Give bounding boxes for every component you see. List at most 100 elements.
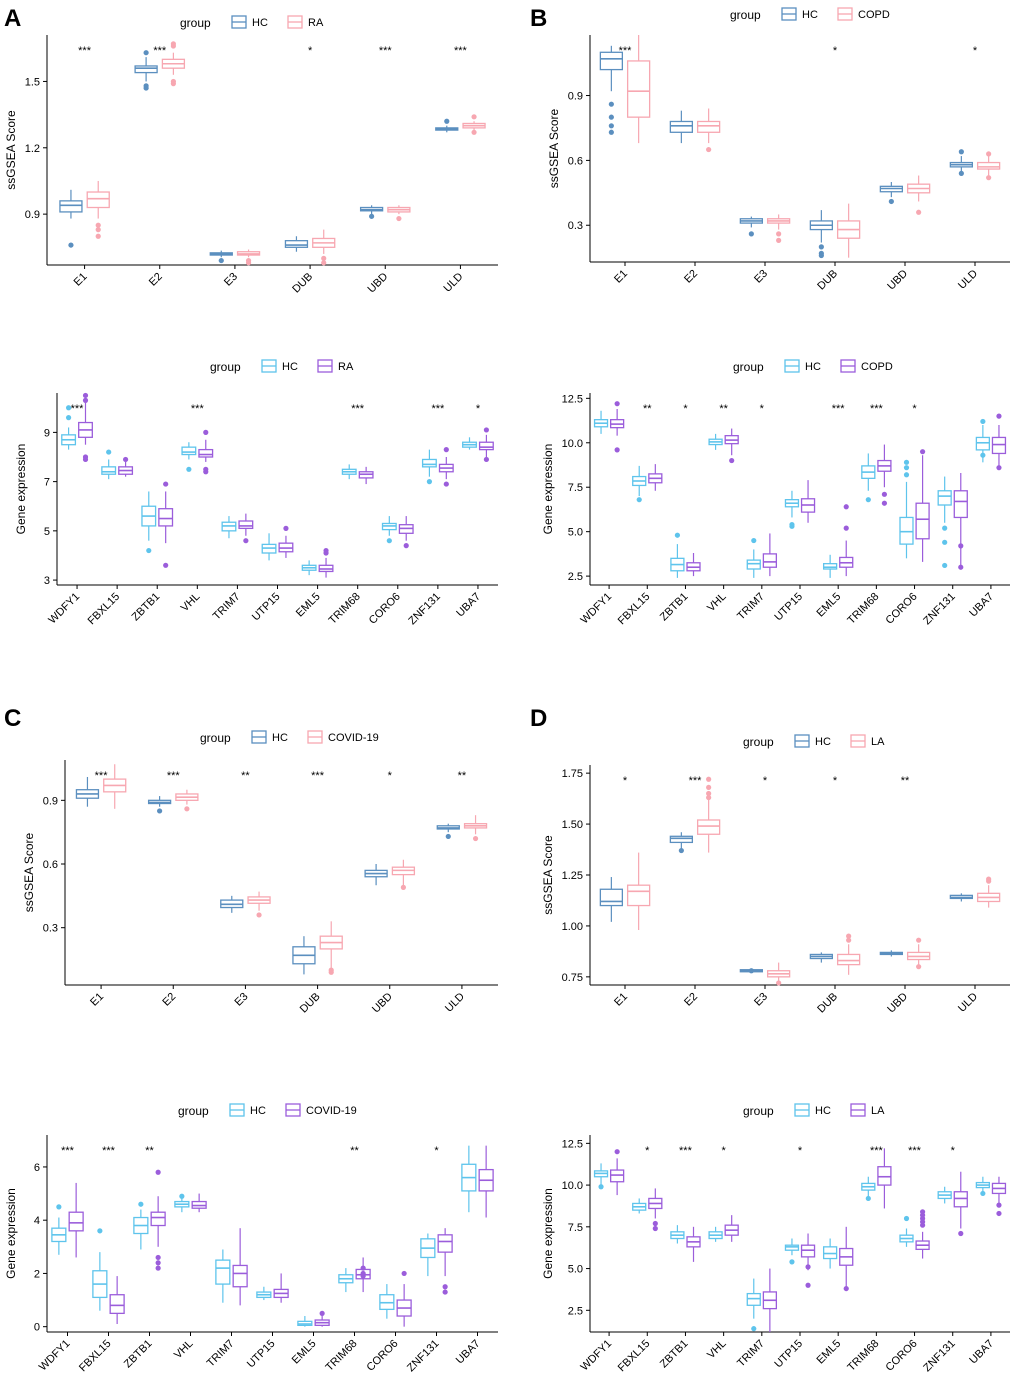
outlier-point xyxy=(56,1204,62,1210)
box-la-eml5 xyxy=(839,1226,854,1292)
legend: group HC LA xyxy=(743,1103,885,1118)
y-axis-label: ssGSEA Score xyxy=(4,110,18,190)
box-covid-19-wdfy1 xyxy=(68,1182,84,1258)
y-tick-label: 1.25 xyxy=(562,870,583,882)
box-iqr xyxy=(68,1211,84,1232)
outlier-point xyxy=(614,401,620,407)
outlier-point xyxy=(980,452,986,458)
outlier-point xyxy=(443,447,449,453)
box-iqr xyxy=(421,458,437,468)
box-hc-uld xyxy=(949,149,974,176)
box-hc-e3 xyxy=(220,895,244,913)
y-axis-label: ssGSEA Score xyxy=(547,108,561,188)
box-la-wdfy1 xyxy=(609,1149,625,1196)
outlier-point xyxy=(65,405,72,411)
box-iqr xyxy=(181,446,197,456)
outlier-point xyxy=(82,456,89,463)
outlier-point xyxy=(614,1149,620,1155)
outlier-point xyxy=(996,1210,1002,1217)
significance-label: *** xyxy=(689,775,703,787)
box-iqr xyxy=(158,508,174,527)
outlier-point xyxy=(218,257,224,264)
x-tick-label-e2: E2 xyxy=(147,271,165,289)
outlier-point xyxy=(95,222,101,228)
significance-label: * xyxy=(798,1145,803,1157)
y-tick-label: 12.5 xyxy=(562,1138,583,1150)
x-tick-label-utp15: UTP15 xyxy=(772,1338,805,1371)
significance-label: ** xyxy=(901,775,910,787)
outlier-point xyxy=(146,547,152,554)
significance-label: *** xyxy=(351,403,365,415)
box-hc-utp15 xyxy=(261,533,277,561)
legend: group HC LA xyxy=(743,734,885,749)
y-tick-label: 7.5 xyxy=(568,482,583,494)
box-hc-znf131 xyxy=(937,1186,952,1204)
box-iqr xyxy=(198,448,214,458)
box-hc-eml5 xyxy=(822,1238,838,1269)
legend-label-hc: HC xyxy=(815,1105,831,1117)
outlier-point xyxy=(958,543,964,549)
box-hc-vhl xyxy=(708,433,723,450)
box-copd-wdfy1 xyxy=(609,401,625,453)
x-tick-label-e2: E2 xyxy=(682,991,700,1009)
x-tick-label-e1: E1 xyxy=(612,268,630,286)
box-copd-ubd xyxy=(906,175,931,215)
panel-letter-a: A xyxy=(4,5,21,32)
box-copd-e2 xyxy=(696,108,721,153)
outlier-point xyxy=(881,500,888,506)
chart-b-bottom: group HC COPD 2.5 5.0 7.5 10.0 12.5 Gene express… xyxy=(541,359,1010,628)
outlier-point xyxy=(170,81,176,87)
x-tick-label-uba7: UBA7 xyxy=(967,1338,996,1367)
box-iqr xyxy=(937,490,952,506)
outlier-point xyxy=(706,776,712,782)
outlier-point xyxy=(445,833,451,840)
box-iqr xyxy=(746,1292,761,1306)
box-la-uba7 xyxy=(991,1176,1007,1217)
outlier-point xyxy=(323,550,329,556)
x-tick-label-zbtb1: ZBTB1 xyxy=(658,1338,691,1371)
box-hc-ubd xyxy=(879,950,904,957)
box-copd-e1 xyxy=(626,35,651,144)
box-hc-utp15 xyxy=(256,1286,272,1301)
outlier-point xyxy=(881,491,888,497)
x-tick-label-e1: E1 xyxy=(612,991,630,1009)
outlier-point xyxy=(789,521,795,528)
box-iqr xyxy=(150,1211,166,1227)
significance-label: ** xyxy=(350,1145,359,1157)
y-axis-label: Gene expression xyxy=(541,444,555,535)
outlier-point xyxy=(319,1310,325,1316)
outlier-point xyxy=(471,114,477,120)
box-copd-fbxl15 xyxy=(648,464,663,491)
significance-label: * xyxy=(683,403,688,415)
y-tick-label: 1.75 xyxy=(562,768,583,780)
outlier-point xyxy=(916,964,922,970)
x-tick-label-dub: DUB xyxy=(815,268,840,293)
box-copd-coro6 xyxy=(915,449,930,562)
box-iqr xyxy=(822,563,838,570)
x-tick-label-fbxl15: FBXL15 xyxy=(616,591,653,628)
legend-label-copd: COPD xyxy=(858,9,890,21)
x-tick-label-znf131: ZNF131 xyxy=(406,591,443,628)
box-iqr xyxy=(953,1191,968,1208)
box-hc-trim68 xyxy=(861,453,876,503)
x-tick-label-trim68: TRIM68 xyxy=(327,591,363,627)
outlier-point xyxy=(942,539,948,545)
box-hc-zbtb1 xyxy=(670,1225,685,1244)
y-tick-label: 0.6 xyxy=(43,859,58,871)
y-tick-label: 9 xyxy=(44,427,50,439)
box-iqr xyxy=(215,1259,231,1285)
outlier-point xyxy=(157,808,163,814)
box-iqr xyxy=(478,441,494,451)
significance-label: *** xyxy=(61,1145,75,1157)
y-tick-label: 0.9 xyxy=(43,795,58,807)
outlier-point xyxy=(283,525,289,531)
x-tick-label-utp15: UTP15 xyxy=(245,1338,278,1371)
outlier-point xyxy=(143,50,149,56)
y-axis-label: ssGSEA Score xyxy=(541,835,555,915)
box-iqr xyxy=(976,161,1001,170)
box-hc-e1 xyxy=(75,776,100,807)
box-iqr xyxy=(899,516,914,545)
x-tick-label-dub: DUB xyxy=(815,991,840,1016)
